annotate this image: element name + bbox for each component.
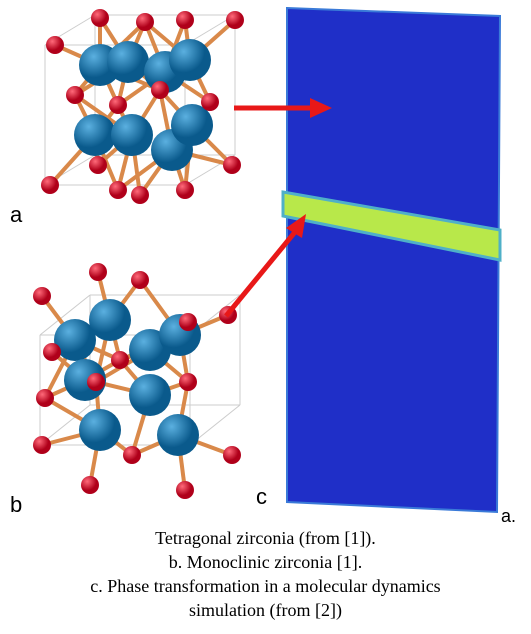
oxygen-atom xyxy=(179,313,197,331)
caption-line: c. Phase transformation in a molecular d… xyxy=(0,576,531,597)
oxygen-atom xyxy=(179,373,197,391)
arrow xyxy=(226,232,295,316)
oxygen-atom xyxy=(111,351,129,369)
oxygen-atom xyxy=(89,263,107,281)
zirconium-atom xyxy=(111,114,153,156)
oxygen-atom xyxy=(91,9,109,27)
zirconium-atom xyxy=(129,374,171,416)
oxygen-atom xyxy=(136,13,154,31)
panel-label: c xyxy=(256,484,267,509)
zirconium-atom xyxy=(169,39,211,81)
zirconium-atom xyxy=(79,409,121,451)
illustration: a b c a. xyxy=(0,0,531,525)
oxygen-atom xyxy=(41,176,59,194)
figure: a b c a. Tetragonal zirconia (from [1]).… xyxy=(0,0,531,634)
oxygen-atom xyxy=(43,343,61,361)
oxygen-atom xyxy=(176,181,194,199)
oxygen-atom xyxy=(33,287,51,305)
oxygen-atom xyxy=(223,446,241,464)
oxygen-atom xyxy=(109,181,127,199)
oxygen-atom xyxy=(36,389,54,407)
zirconium-atom xyxy=(74,114,116,156)
oxygen-atom xyxy=(223,156,241,174)
zirconium-atom xyxy=(107,41,149,83)
oxygen-atom xyxy=(226,11,244,29)
caption-line: b. Monoclinic zirconia [1]. xyxy=(0,552,531,573)
panel-label: a. xyxy=(501,506,516,525)
oxygen-atom xyxy=(87,373,105,391)
oxygen-atom xyxy=(66,86,84,104)
tetragonal-structure xyxy=(41,9,244,204)
oxygen-atom xyxy=(151,81,169,99)
oxygen-atom xyxy=(109,96,127,114)
oxygen-atom xyxy=(123,446,141,464)
caption-line: simulation (from [2]) xyxy=(0,600,531,621)
zirconium-atom xyxy=(157,414,199,456)
oxygen-atom xyxy=(89,156,107,174)
oxygen-atom xyxy=(81,476,99,494)
panel-label: a xyxy=(10,202,23,227)
oxygen-atom xyxy=(201,93,219,111)
oxygen-atom xyxy=(131,271,149,289)
oxygen-atom xyxy=(131,186,149,204)
oxygen-atom xyxy=(176,11,194,29)
oxygen-atom xyxy=(33,436,51,454)
zirconium-atom xyxy=(89,299,131,341)
panel-label: b xyxy=(10,492,22,517)
oxygen-atom xyxy=(176,481,194,499)
oxygen-atom xyxy=(46,36,64,54)
caption-line: Tetragonal zirconia (from [1]). xyxy=(0,528,531,549)
monoclinic-structure xyxy=(33,263,241,499)
simulation-box xyxy=(287,8,500,512)
